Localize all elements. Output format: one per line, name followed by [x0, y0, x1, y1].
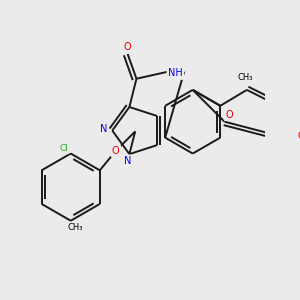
Text: O: O	[298, 131, 300, 141]
Text: CH₃: CH₃	[68, 223, 83, 232]
Text: O: O	[124, 42, 131, 52]
Text: NH: NH	[168, 68, 183, 78]
Text: CH₃: CH₃	[237, 73, 253, 82]
Text: O: O	[225, 110, 233, 120]
Text: O: O	[112, 146, 119, 156]
Text: N: N	[100, 124, 107, 134]
Text: N: N	[124, 156, 131, 166]
Text: Cl: Cl	[59, 144, 68, 153]
